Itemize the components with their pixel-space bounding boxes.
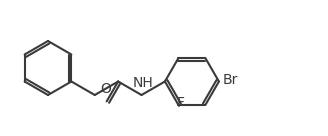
Text: Br: Br	[223, 73, 238, 87]
Text: NH: NH	[132, 76, 153, 90]
Text: F: F	[176, 96, 184, 110]
Text: O: O	[100, 82, 111, 96]
